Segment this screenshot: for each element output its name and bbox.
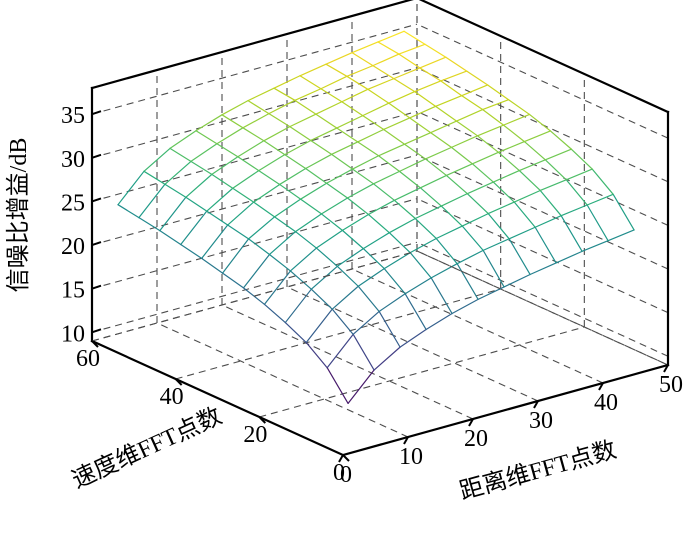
y-tick-label: 40: [160, 384, 184, 410]
z-tick-label: 25: [61, 190, 85, 216]
y-axis-label: 速度维FFT点数: [68, 402, 226, 493]
x-tick-label: 0: [340, 462, 352, 488]
y-tick-label: 20: [243, 422, 267, 448]
axis-lines: [90, 0, 670, 463]
y-tick-label: 0: [333, 460, 345, 486]
z-tick-label: 15: [61, 278, 85, 304]
z-tick-label: 35: [61, 103, 85, 129]
x-tick-label: 10: [399, 444, 423, 470]
z-tick-label: 30: [61, 147, 85, 173]
z-tick-label: 10: [61, 321, 85, 347]
z-tick-label: 20: [61, 234, 85, 260]
x-tick-label: 40: [594, 390, 618, 416]
x-tick-label: 20: [464, 426, 488, 452]
x-tick-label: 30: [529, 408, 553, 434]
mesh-surface: [117, 30, 635, 405]
x-tick-label: 50: [659, 372, 683, 398]
z-axis-label: 信噪比增益/dB: [5, 138, 32, 293]
y-tick-label: 60: [76, 346, 100, 372]
